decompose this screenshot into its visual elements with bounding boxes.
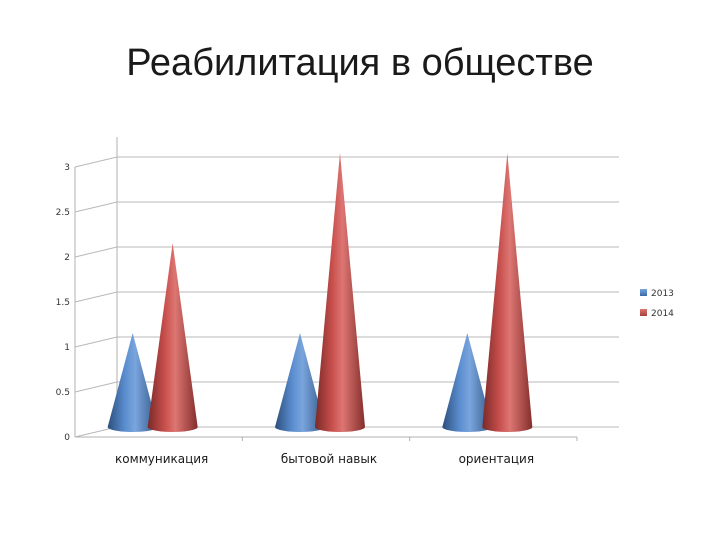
y-tick-label: 3 bbox=[64, 163, 70, 173]
y-tick-label: 0.5 bbox=[56, 388, 70, 398]
gridline bbox=[74, 336, 619, 348]
legend-label: 2014 bbox=[651, 309, 674, 319]
y-tick-label: 0 bbox=[64, 433, 70, 443]
y-tick-label: 2 bbox=[64, 253, 70, 263]
cone-2013-2 bbox=[442, 333, 493, 432]
legend-label: 2013 bbox=[651, 289, 674, 299]
gridline bbox=[74, 381, 619, 393]
cone-2013-1 bbox=[275, 333, 325, 432]
category-label: ориентация bbox=[459, 452, 535, 466]
cones bbox=[107, 153, 533, 432]
y-tick-label: 1.5 bbox=[56, 298, 70, 308]
gridline bbox=[74, 156, 619, 168]
gridline bbox=[74, 201, 619, 213]
legend: 2013 2014 bbox=[640, 289, 674, 319]
y-axis-ticks: 0 0.5 1 1.5 2 2.5 3 bbox=[56, 163, 71, 443]
gridlines bbox=[74, 156, 619, 441]
y-tick-label: 1 bbox=[64, 343, 70, 353]
cone-2013-0 bbox=[107, 333, 158, 432]
gridline bbox=[74, 291, 619, 303]
gridline bbox=[74, 246, 619, 258]
cone-2014-2 bbox=[482, 153, 533, 432]
category-label: бытовой навык bbox=[281, 452, 377, 466]
slide-title: Реабилитация в обществе bbox=[126, 42, 594, 84]
y-tick-label: 2.5 bbox=[56, 208, 70, 218]
category-label: коммуникация bbox=[115, 452, 208, 466]
cone-2014-0 bbox=[147, 243, 198, 432]
x-axis-categories: коммуникация бытовой навык ориентация bbox=[115, 452, 534, 466]
legend-swatch bbox=[640, 309, 647, 316]
cone-2014-1 bbox=[315, 153, 365, 432]
legend-swatch bbox=[640, 289, 647, 296]
